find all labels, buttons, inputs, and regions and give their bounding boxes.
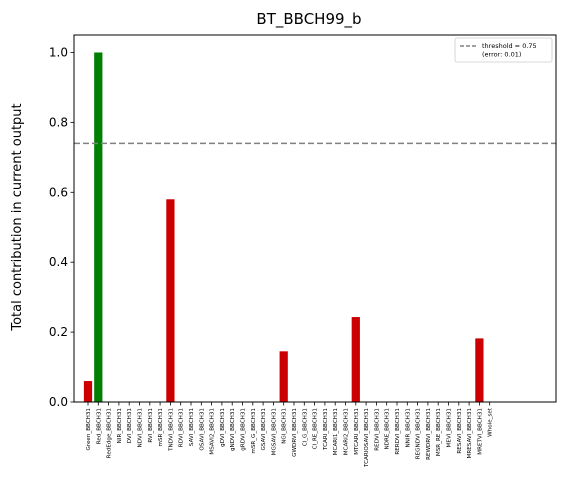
x-tick-label: gDVI_BBCH31 [220, 408, 226, 447]
x-tick-label: RVI_BBCH31 [148, 408, 154, 443]
x-tick-label: MTCARI_BBCH31 [354, 408, 360, 455]
y-tick-label: 0.4 [49, 255, 68, 269]
x-tick-label: MCARI1_BBCH31 [333, 408, 339, 456]
x-tick-label: TCARI_BBCH31 [323, 408, 329, 451]
y-axis-label: Total contribution in current output [10, 103, 25, 331]
x-tick-label: MCARI2_BBCH31 [344, 408, 350, 456]
x-tick-label: MSAVI2_BBCH31 [210, 408, 216, 455]
bar [166, 199, 175, 402]
x-tick-label: RESAVI_BBCH31 [457, 408, 463, 454]
x-axis: Green_BBCH31 Red_BBCH31 RedEdge_BBCH31 NIR_… [86, 402, 494, 468]
x-tick-label: REGNDVI_BBCH31 [416, 408, 422, 460]
x-tick-label: MRESAVI_BBCH31 [467, 408, 473, 459]
x-tick-label: CI_G_BBCH31 [302, 408, 308, 447]
legend: threshold = 0.75(error: 0.01) [454, 37, 553, 63]
x-tick-label: RDVI_BBCH31 [179, 408, 185, 448]
x-tick-label: mSR_BBCH31 [158, 408, 164, 447]
plot-frame [73, 34, 557, 403]
x-tick-label: NNIR_BBCH31 [405, 408, 411, 448]
x-tick-label: RedEdge_BBCH31 [107, 408, 113, 459]
y-axis: 0.0 0.2 0.4 0.6 0.8 1.0 [49, 45, 74, 409]
x-tick-label: MEVI_BBCH31 [447, 408, 453, 448]
x-tick-label: Red_BBCH31 [96, 408, 102, 445]
x-tick-label: SAVI_BBCH31 [189, 408, 195, 447]
legend-box [454, 37, 553, 63]
x-tick-label: NGI_BBCH31 [282, 408, 288, 444]
bars-group [83, 52, 484, 402]
x-tick-label: mSR_G_BBCH31 [251, 408, 257, 454]
x-tick-label: MRETVI_BBCH31 [477, 408, 483, 455]
y-tick-label: 1.0 [49, 45, 68, 59]
x-tick-label: GSAVI_BBCH31 [261, 408, 267, 451]
x-tick-label: DVI_BBCH31 [127, 408, 133, 444]
y-tick-label: 0.6 [49, 185, 68, 199]
x-tick-label: MSR_RE_BBCH31 [436, 408, 442, 457]
x-tick-label: REDVI_BBCH31 [374, 408, 380, 451]
y-tick-label: 0.2 [49, 325, 68, 339]
x-tick-label: GWDRVI_BBCH31 [292, 408, 298, 457]
x-tick-label: NDRE_BBCH31 [385, 408, 391, 450]
x-tick-label: NDVI_BBCH31 [138, 408, 144, 448]
x-tick-label: gRDVI_BBCH31 [241, 408, 247, 451]
chart-title: BT_BBCH99_b [256, 10, 361, 29]
x-tick-label: CI_RE_BBCH31 [313, 408, 319, 450]
x-tick-label: TCARIOSAVI_BBCH31 [364, 408, 370, 468]
y-tick-label: 0.8 [49, 115, 68, 129]
bar [279, 351, 288, 402]
bar [351, 317, 360, 402]
x-tick-label: REWDRVI_BBCH31 [426, 408, 432, 460]
x-tick-label: TNDVI_BBCH31 [168, 408, 174, 452]
x-tick-label: OSAVI_BBCH31 [199, 408, 205, 451]
bar [83, 381, 93, 402]
x-tick-label: Green_BBCH31 [86, 408, 92, 451]
x-tick-label: NIR_BBCH31 [117, 408, 123, 444]
legend-label: threshold = 0.75 [482, 42, 537, 50]
x-tick-label: gNDVI_BBCH31 [230, 408, 236, 451]
x-tick-label: Whole_set [488, 407, 494, 437]
bar [94, 52, 103, 402]
y-tick-label: 0.0 [49, 395, 68, 409]
legend-sublabel: (error: 0.01) [482, 51, 521, 59]
bar [475, 338, 484, 402]
x-tick-label: RERDVI_BBCH31 [395, 408, 401, 455]
x-tick-label: MGSAVI_BBCH31 [271, 408, 277, 456]
